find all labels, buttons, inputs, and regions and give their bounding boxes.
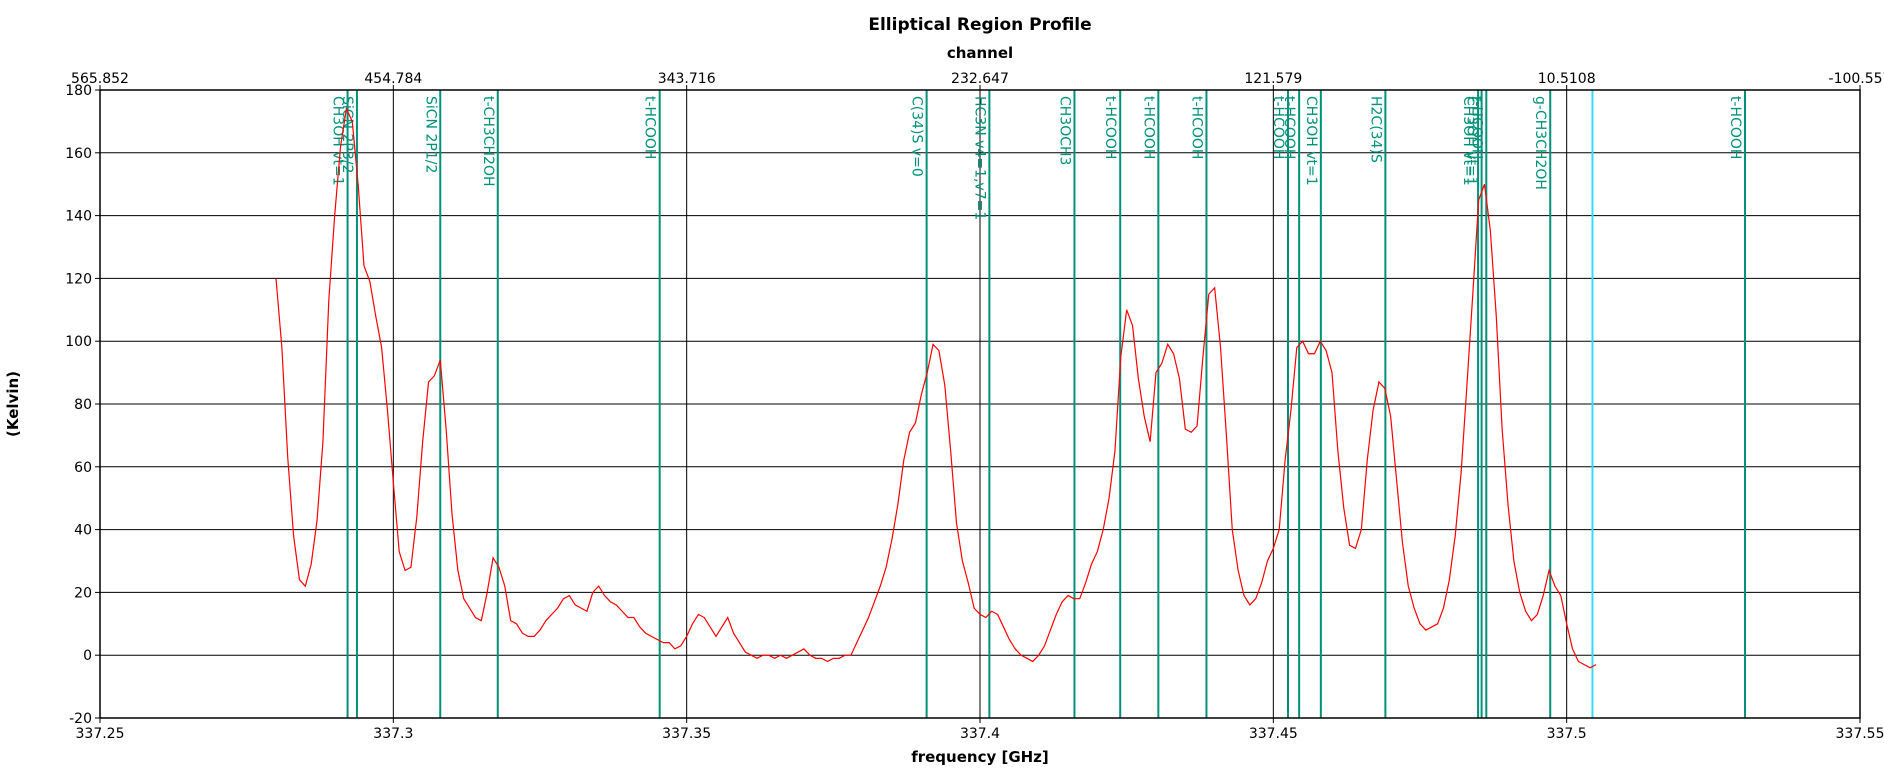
y-axis-label: (Kelvin)	[4, 371, 22, 437]
x-tick-label: 337.35	[662, 726, 711, 742]
x2-tick-label: -100.557	[1829, 71, 1884, 87]
x-tick-label: 337.5	[1547, 726, 1587, 742]
x-tick-label: 337.55	[1836, 726, 1884, 742]
annotation-label: t-HCOOH	[1102, 96, 1118, 159]
annotation-label: t-HCOOH	[1727, 96, 1743, 159]
annotation-label: SiCN 2P3/2	[339, 96, 355, 173]
annotation-label: g-CH3CH2OH	[1532, 96, 1548, 190]
y-tick-label: 100	[65, 334, 92, 350]
x-tick-label: 337.4	[960, 726, 1000, 742]
x2-tick-label: 121.579	[1244, 71, 1302, 87]
annotation-label: HC3N v4=1,v7=1	[971, 96, 987, 220]
y-tick-label: 80	[74, 397, 92, 413]
x2-tick-label: 454.784	[364, 71, 422, 87]
x-tick-label: 337.45	[1249, 726, 1298, 742]
annotation-label: t-HCOOH	[1188, 96, 1204, 159]
annotation-label: t-HCOOH	[1281, 96, 1297, 159]
annotation-label: H2C(34)S	[1367, 96, 1383, 163]
annotation-label: CH3OH vt=1	[330, 96, 346, 186]
y-tick-label: 120	[65, 271, 92, 287]
plot-frame	[99, 89, 1861, 719]
annotation-label: t-HCOOH	[1270, 96, 1286, 159]
annotation-label: SiCN 2P1/2	[422, 96, 438, 173]
x2-tick-label: 10.5108	[1538, 71, 1596, 87]
annotation-label: t-HCOOH	[1468, 96, 1484, 159]
chart-title: Elliptical Region Profile	[868, 15, 1091, 35]
x-tick-label: 337.3	[373, 726, 413, 742]
y-tick-label: 0	[83, 648, 92, 664]
annotation-label: CH3OH vt=1	[1464, 96, 1480, 186]
x2-tick-label: 565.852	[71, 71, 129, 87]
x2-tick-label: 232.647	[951, 71, 1009, 87]
y-tick-label: 40	[74, 523, 92, 539]
y-tick-label: 160	[65, 146, 92, 162]
annotation-label: CH3OCH3	[1056, 96, 1072, 165]
annotation-label: t-CH3CH2OH	[480, 96, 496, 187]
spectrum-line	[275, 106, 1597, 669]
annotation-label: CH3OH vt=1	[1460, 96, 1476, 186]
annotation-label: C(34)S v=0	[909, 96, 925, 177]
y-tick-label: 20	[74, 585, 92, 601]
x2-tick-label: 343.716	[658, 71, 716, 87]
x-axis-label: frequency [GHz]	[911, 748, 1049, 766]
y-tick-label: -20	[69, 711, 92, 727]
y-tick-label: 180	[65, 83, 92, 99]
y-tick-label: 60	[74, 460, 92, 476]
x-tick-label: 337.25	[76, 726, 125, 742]
annotation-label: t-HCOOH	[1140, 96, 1156, 159]
annotation-label: t-HCOOH	[642, 96, 658, 159]
y-tick-label: 140	[65, 209, 92, 225]
x2-axis-label: channel	[947, 44, 1013, 62]
annotation-label: CH3OH vt=1	[1303, 96, 1319, 186]
